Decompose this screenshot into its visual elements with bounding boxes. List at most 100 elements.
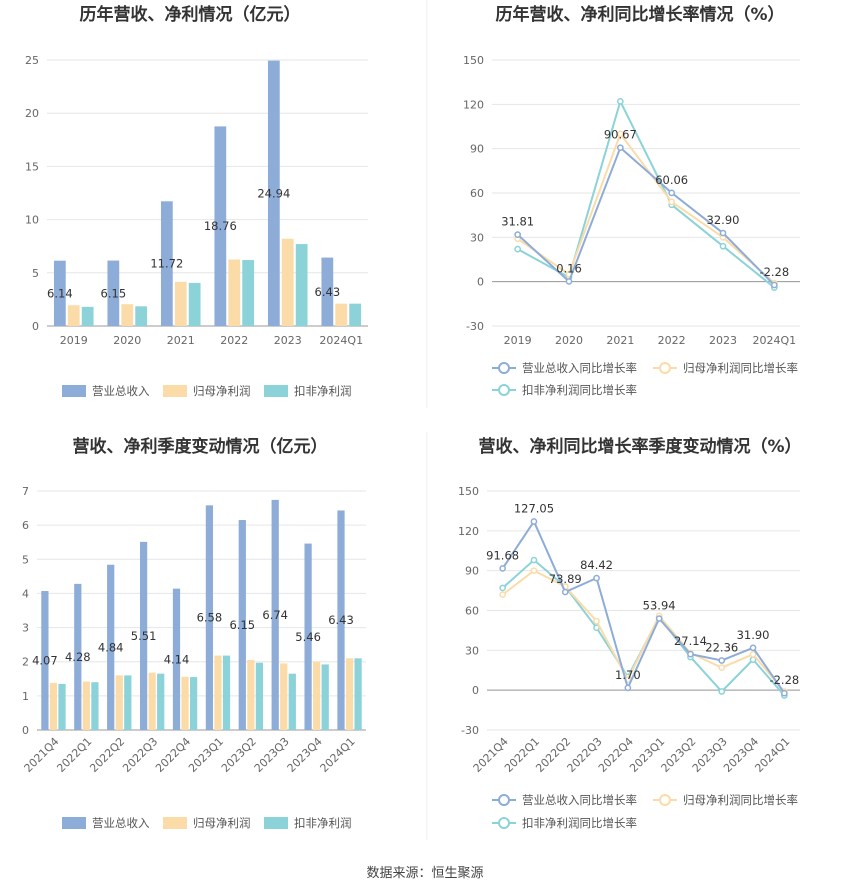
data-point xyxy=(719,242,727,250)
data-label: 90.67 xyxy=(604,128,637,142)
bar xyxy=(321,664,329,730)
x-tick-label: 2020 xyxy=(555,334,583,347)
data-label: 4.14 xyxy=(164,652,190,666)
data-point xyxy=(499,591,506,598)
y-tick-label: 0 xyxy=(32,320,39,333)
x-tick-label: 2022Q3 xyxy=(120,735,160,775)
bar xyxy=(58,683,66,730)
x-tick-label: 2023Q1 xyxy=(186,735,226,775)
data-label: 5.46 xyxy=(295,630,321,644)
data-label: 6.15 xyxy=(229,618,255,632)
series-line xyxy=(501,519,786,694)
bar xyxy=(214,126,227,326)
y-tick-label: 30 xyxy=(470,231,484,244)
bar xyxy=(160,201,173,326)
series-line xyxy=(517,98,775,289)
bar xyxy=(139,541,148,730)
y-tick-label: 6 xyxy=(22,519,29,532)
bar xyxy=(255,662,264,730)
data-point xyxy=(655,615,663,622)
legend-label: 归母净利润 xyxy=(193,816,251,830)
data-point xyxy=(687,650,694,658)
y-tick-label: -30 xyxy=(461,724,479,737)
bar xyxy=(335,303,348,326)
data-label: 6.15 xyxy=(101,286,127,300)
y-tick-label: 150 xyxy=(458,485,479,498)
legend-marker xyxy=(498,817,510,829)
y-tick-label: 90 xyxy=(465,565,479,578)
x-tick-label: 2022Q4 xyxy=(153,735,193,775)
data-label: 11.72 xyxy=(150,257,183,271)
bar xyxy=(247,660,255,730)
bar xyxy=(49,682,58,730)
data-point xyxy=(616,130,624,138)
legend-label: 营业总收入同比增长率 xyxy=(522,793,637,807)
data-point xyxy=(593,617,600,625)
y-tick-label: 4 xyxy=(22,587,29,600)
data-label: 6.58 xyxy=(197,611,223,625)
data-label: 22.36 xyxy=(705,640,738,654)
bar xyxy=(181,676,189,730)
data-label: 0.16 xyxy=(556,261,582,275)
data-label: 84.42 xyxy=(580,558,613,572)
bar xyxy=(189,677,198,730)
x-tick-label: 2023 xyxy=(709,334,737,347)
legend-label: 扣非净利润同比增长率 xyxy=(522,383,637,397)
bar xyxy=(337,510,345,730)
x-tick-label: 2022 xyxy=(658,334,686,347)
x-tick-label: 2022Q1 xyxy=(54,735,94,775)
data-point xyxy=(616,144,624,152)
bar xyxy=(135,306,148,326)
x-tick-label: 2024Q1 xyxy=(319,334,363,347)
data-label: 4.84 xyxy=(98,640,124,654)
legend-swatch xyxy=(264,385,288,397)
legend-swatch xyxy=(62,817,86,829)
bar xyxy=(107,260,120,326)
chart-title: 历年营收、净利情况（亿元） xyxy=(80,4,301,25)
bar xyxy=(295,244,308,326)
legend-label: 扣非净利润 xyxy=(294,384,352,398)
bar xyxy=(288,673,296,730)
bar xyxy=(81,306,94,326)
data-label: -2.28 xyxy=(759,265,789,279)
series-line xyxy=(517,131,775,284)
bar xyxy=(304,543,312,730)
y-tick-label: 25 xyxy=(25,54,39,67)
bar xyxy=(174,281,187,326)
x-tick-label: 2019 xyxy=(60,334,88,347)
legend-swatch xyxy=(264,817,288,829)
legend-marker xyxy=(659,794,671,806)
data-label: 31.90 xyxy=(737,628,770,642)
y-tick-label: 60 xyxy=(470,187,484,200)
data-label: 31.81 xyxy=(501,215,534,229)
data-point xyxy=(530,518,538,525)
data-point xyxy=(718,688,726,695)
chart-title: 营收、净利同比增长率季度变动情况（%） xyxy=(478,436,801,457)
bar xyxy=(349,303,362,326)
y-tick-label: 60 xyxy=(465,605,479,618)
y-tick-label: 120 xyxy=(458,525,479,538)
bar xyxy=(242,260,255,326)
series-line xyxy=(502,569,786,693)
data-point xyxy=(530,556,538,564)
y-tick-label: 0 xyxy=(472,684,479,697)
quarterly-revenue-profit-chart: 营收、净利季度变动情况（亿元） 012345672021Q42022Q12022… xyxy=(22,436,366,830)
legend-swatch xyxy=(62,385,86,397)
bar xyxy=(67,305,80,326)
bar xyxy=(354,658,362,730)
legend-marker xyxy=(659,362,671,374)
y-tick-label: 15 xyxy=(25,160,39,173)
bar xyxy=(313,661,321,730)
bar xyxy=(172,588,181,730)
x-tick-label: 2023Q4 xyxy=(285,735,325,775)
legend-label: 营业总收入同比增长率 xyxy=(522,361,637,375)
legend-swatch xyxy=(163,385,187,397)
x-tick-label: 2021Q4 xyxy=(22,735,62,775)
data-label: 53.94 xyxy=(643,599,676,613)
data-label: 32.90 xyxy=(707,213,740,227)
bar xyxy=(205,505,214,730)
data-label: 4.07 xyxy=(32,654,58,668)
legend-label: 归母净利润同比增长率 xyxy=(683,793,798,807)
data-point xyxy=(561,588,569,596)
